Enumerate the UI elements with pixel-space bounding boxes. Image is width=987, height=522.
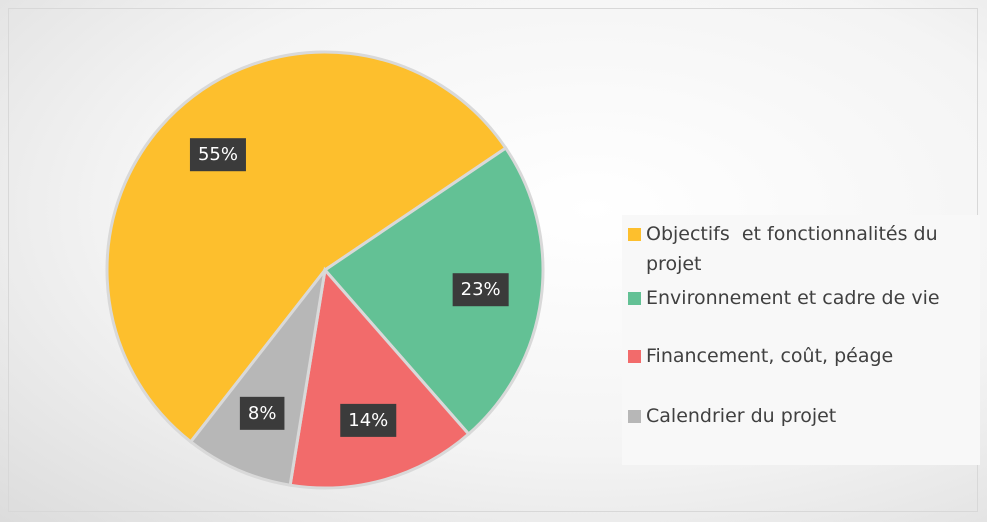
legend-label: Financement, coût, péage [646, 345, 894, 367]
pie-slice [322, 146, 545, 437]
data-label: 55% [198, 144, 238, 165]
data-label-group: 55% [189, 138, 246, 172]
legend-item: Objectifs et fonctionnalités du projet [628, 219, 974, 279]
legend-label: Environnement et cadre de vie [646, 287, 940, 309]
legend-item: Calendrier du projet [628, 401, 974, 431]
data-label-box [452, 273, 509, 307]
legend: Objectifs et fonctionnalités du projet En… [622, 215, 980, 465]
legend-item: Environnement et cadre de vie [628, 283, 974, 313]
pie-slice [188, 269, 327, 487]
data-label-box [239, 396, 285, 430]
data-label: 8% [248, 403, 277, 424]
legend-swatch [628, 292, 641, 305]
legend-swatch [628, 228, 641, 241]
data-label-group: 8% [239, 396, 285, 430]
pie-slice [288, 266, 471, 490]
data-label-box [340, 403, 397, 437]
data-label-group: 14% [340, 403, 397, 437]
data-label: 23% [461, 279, 501, 300]
data-label: 14% [348, 410, 388, 431]
legend-swatch [628, 350, 641, 363]
data-label-group: 23% [452, 273, 509, 307]
data-label-box [189, 138, 246, 172]
legend-item: Financement, coût, péage [628, 341, 974, 371]
legend-label: Objectifs et fonctionnalités du projet [646, 223, 944, 275]
legend-swatch [628, 410, 641, 423]
legend-label: Calendrier du projet [646, 405, 837, 427]
